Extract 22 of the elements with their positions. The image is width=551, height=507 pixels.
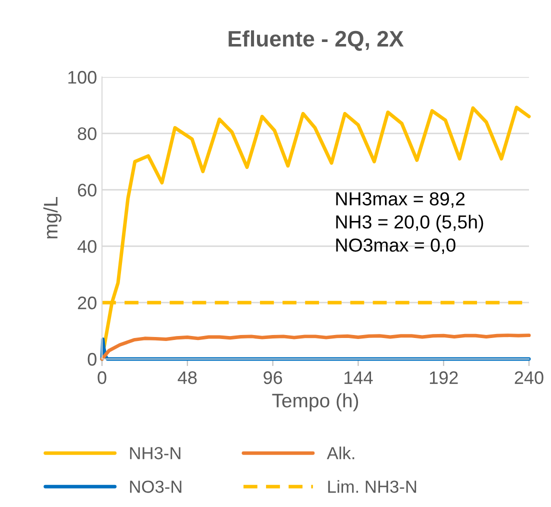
annotation: NH3 = 20,0 (5,5h)	[336, 214, 484, 232]
x-tick-label: 96	[264, 371, 282, 384]
x-tick-label: 144	[344, 371, 373, 384]
y-tick-label: 40	[77, 240, 96, 253]
legend-label: Lim. NH3-N	[328, 480, 416, 493]
x-tick-label: 0	[98, 371, 106, 384]
annotation: NO3max = 0,0	[336, 238, 456, 254]
legend-label: NH3-N	[130, 447, 180, 460]
legend-label: NO3-N	[130, 480, 182, 493]
x-tick-label: 192	[430, 371, 458, 384]
y-tick-label: 80	[78, 127, 96, 140]
y-tick-label: 0	[88, 352, 96, 366]
legend-label: Alk.	[326, 446, 354, 460]
chart-title: Efluente - 2Q, 2X	[228, 30, 404, 51]
x-tick-label: 240	[514, 371, 544, 384]
x-axis-title: Tempo (h)	[272, 393, 358, 412]
annotation: NH3max = 89,2	[336, 192, 465, 208]
y-tick-label: 20	[78, 296, 96, 310]
y-axis-title: mg/L	[43, 197, 62, 238]
y-tick-label: 60	[78, 184, 96, 197]
x-tick-label: 48	[178, 371, 197, 384]
y-tick-label: 100	[68, 70, 96, 84]
